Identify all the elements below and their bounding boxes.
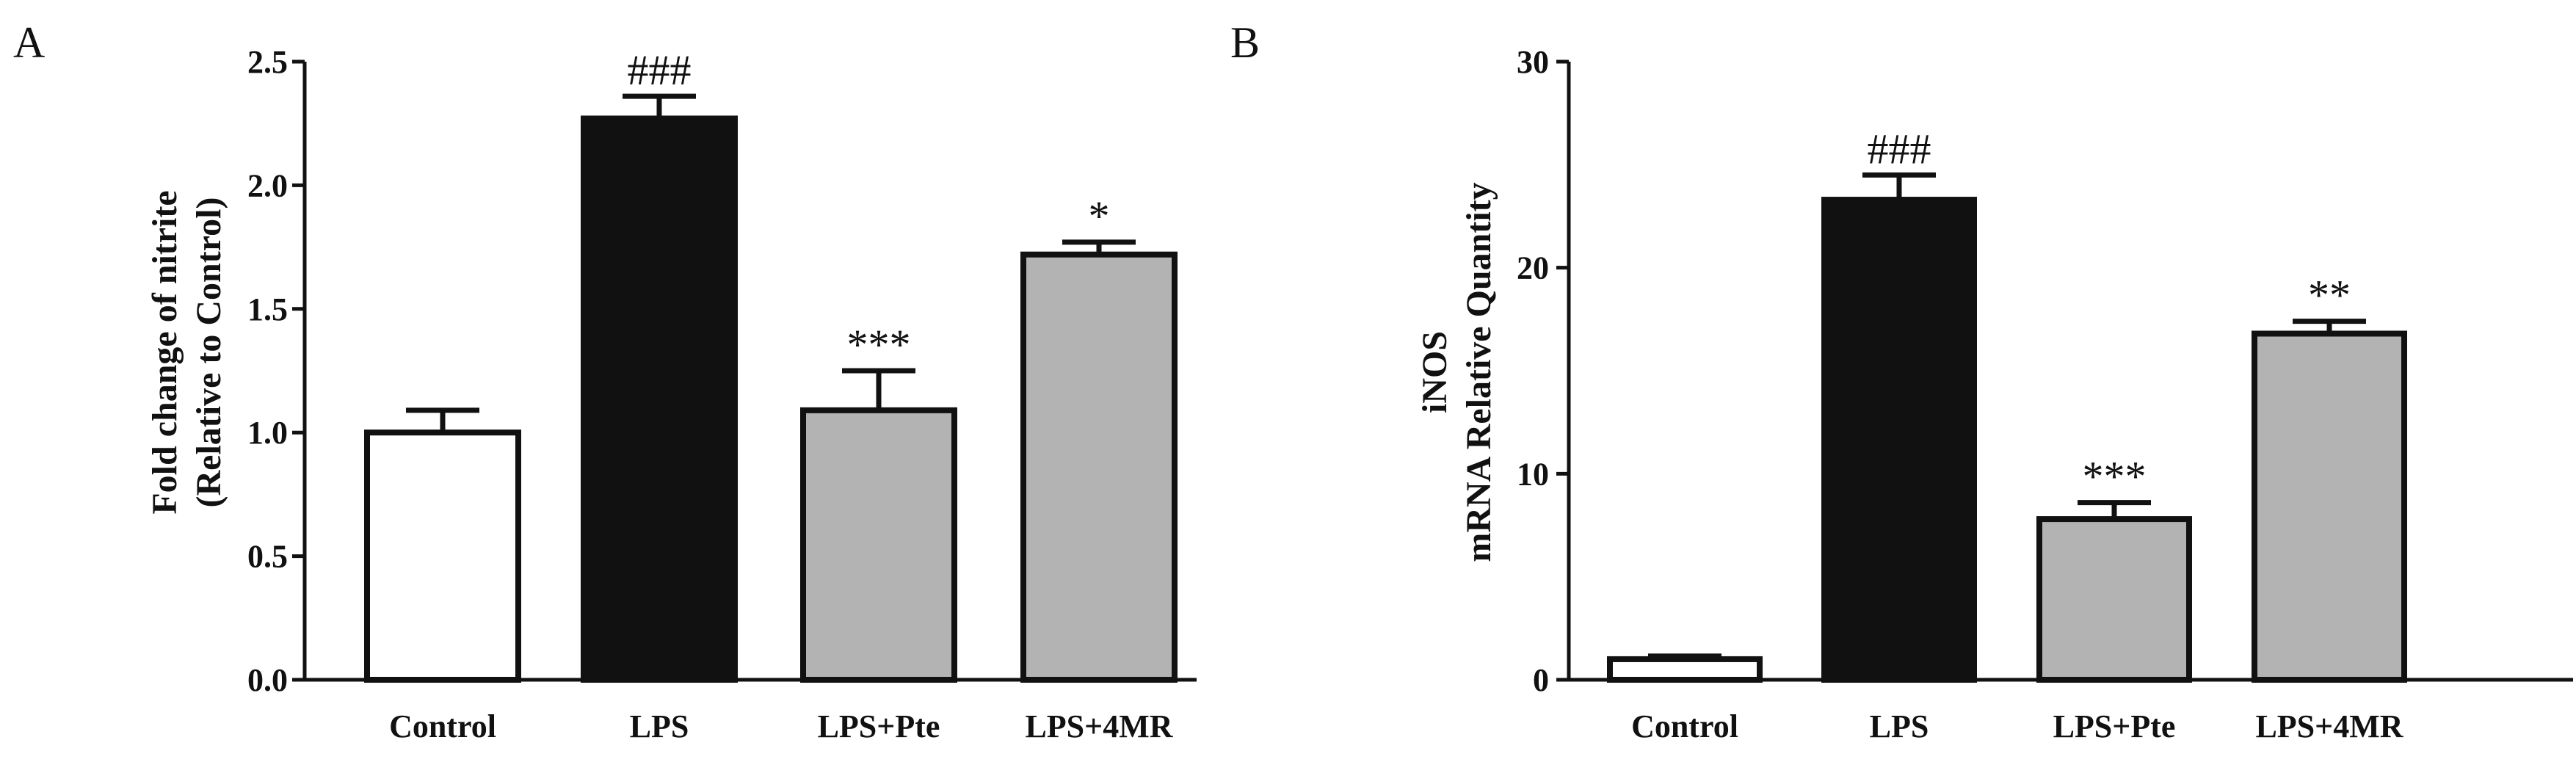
panel-a-chart: A Fold change of nitrite (Relative to Co…	[13, 18, 1197, 744]
panel-b-y-tick-label: 30	[1517, 44, 1549, 80]
panel-a-y-tick-label: 2.5	[247, 44, 288, 80]
panel-a-y-tick-label: 1.0	[247, 415, 288, 451]
panel-b-y-tick-label: 10	[1517, 456, 1549, 492]
panel-b-y-tick-label: 20	[1517, 250, 1549, 286]
panel-a-letter: A	[13, 18, 45, 67]
panel-a-bar	[581, 115, 738, 683]
panel-a-ylabel-line1: Fold change of nitrite	[145, 190, 184, 514]
panel-b-chart: B iNOS mRNA Relative Quantity 0 10 20 30 Con…	[1230, 18, 2573, 744]
panel-b-significance-label: ###	[1868, 125, 1931, 173]
panel-a-ylabel-line2: (Relative to Control)	[189, 197, 228, 508]
panel-a-y-tick-label: 0.5	[247, 539, 288, 575]
panel-a-bar	[364, 429, 521, 683]
panel-a-significance-label: ###	[628, 46, 692, 94]
panel-a-category-label: LPS+Pte	[818, 708, 940, 744]
panel-b-category-label: Control	[1631, 708, 1738, 744]
panel-b-letter: B	[1230, 18, 1260, 67]
panel-a-category-label: LPS	[630, 708, 689, 744]
panel-a-bar	[1020, 251, 1178, 683]
panel-a-bar	[800, 407, 957, 683]
panel-b-bar	[1821, 197, 1977, 683]
panel-a-y-tick-label: 2.0	[247, 167, 288, 203]
panel-a-significance-label: *	[1089, 192, 1110, 240]
panel-a-category-label: LPS+4MR	[1025, 708, 1173, 744]
panel-b-significance-label: ***	[2083, 453, 2147, 501]
panel-b-category-label: LPS	[1870, 708, 1929, 744]
panel-b-bar	[1607, 656, 1763, 683]
panel-b-category-label: LPS+4MR	[2255, 708, 2403, 744]
panel-b-bar	[2036, 516, 2192, 683]
panel-a-significance-label: ***	[847, 321, 911, 369]
panel-b-category-label: LPS+Pte	[2053, 708, 2176, 744]
panel-a-y-tick-label: 0.0	[247, 662, 288, 698]
panel-b-bar	[2252, 330, 2407, 683]
panel-b-ylabel-line1: iNOS	[1415, 331, 1454, 413]
panel-a-y-tick-label: 1.5	[247, 291, 288, 327]
panel-b-ylabel-line2: mRNA Relative Quantity	[1459, 182, 1498, 562]
panel-b-y-tick-label: 0	[1533, 662, 1549, 698]
panel-b-significance-label: **	[2308, 272, 2351, 319]
panel-a-category-label: Control	[389, 708, 496, 744]
